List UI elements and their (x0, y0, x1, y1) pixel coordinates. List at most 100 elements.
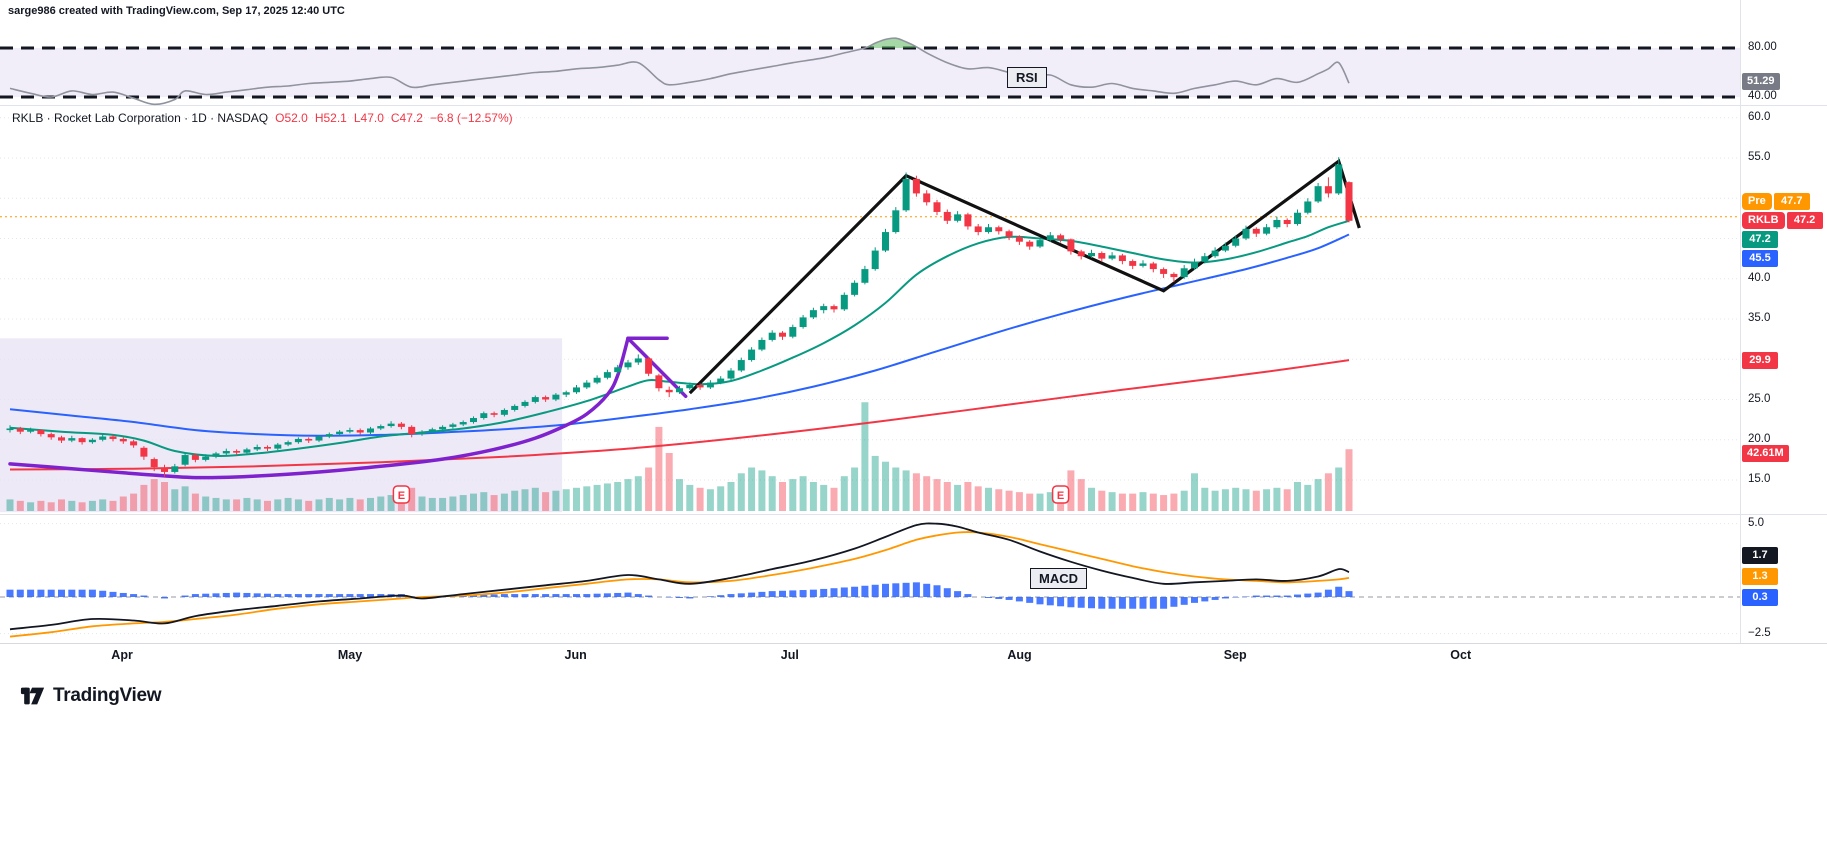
macd-histogram-bar (521, 594, 529, 597)
macd-histogram-bar (1335, 586, 1343, 597)
ohlc-close: C47.2 (390, 111, 423, 125)
rsi-band (0, 48, 1740, 97)
macd-histogram-bar (1273, 595, 1281, 597)
volume-bar (624, 479, 632, 511)
tradingview-logo[interactable] (20, 684, 46, 708)
tradingview-wordmark[interactable]: TradingView (53, 685, 162, 706)
candle-body (1108, 255, 1116, 259)
symbol-info[interactable]: RKLB · Rocket Lab Corporation · 1D · NAS… (12, 111, 513, 125)
volume-bar (933, 479, 941, 511)
candle-body (1057, 235, 1065, 240)
volume-bar (449, 496, 457, 511)
macd-histogram-bar (1015, 597, 1023, 602)
macd-label-box[interactable]: MACD (1030, 568, 1087, 589)
volume-bar (222, 499, 230, 511)
volume-bar (47, 502, 55, 511)
volume-bar (6, 499, 14, 511)
candle-body (748, 349, 756, 361)
macd-histogram-bar (593, 593, 601, 597)
candle-body (109, 436, 117, 439)
earnings-marker[interactable] (392, 485, 411, 504)
volume-bar (552, 490, 560, 511)
macd-histogram-bar (294, 594, 302, 597)
volume-bar (830, 487, 838, 511)
macd-value-badge: 1.7 (1742, 547, 1778, 564)
macd-histogram-bar (1098, 597, 1106, 609)
candle-body (356, 430, 364, 433)
volume-bar (1273, 487, 1281, 511)
volume-bar (1221, 489, 1229, 511)
macd-histogram-bar (140, 595, 148, 597)
volume-bar (274, 499, 282, 511)
earnings-marker[interactable] (1051, 485, 1070, 504)
rsi-label-box[interactable]: RSI (1007, 67, 1047, 88)
macd-histogram-bar (583, 594, 591, 597)
candle-body (1180, 268, 1188, 278)
candle-body (171, 466, 179, 472)
time-axis-label: Oct (1450, 648, 1472, 662)
candle-body (377, 426, 385, 429)
volume-bar (583, 486, 591, 511)
macd-signal-line (9, 531, 1350, 638)
macd-histogram-bar (1160, 597, 1168, 609)
candle-body (253, 446, 261, 450)
candle-body (16, 428, 24, 432)
macd-hist-value-badge-value: 0.3 (1742, 589, 1778, 606)
candle-body (686, 385, 694, 389)
volume-bar (1098, 490, 1106, 511)
price-scale-label: 25.0 (1748, 392, 1771, 405)
price-scale-label: 15.0 (1748, 473, 1771, 485)
macd-histogram-bar (58, 589, 65, 597)
candle-body (68, 438, 76, 441)
macd-histogram-bar (882, 583, 889, 597)
candle-body (851, 282, 859, 295)
macd-histogram-bar (470, 595, 477, 597)
volume-bar (439, 497, 447, 511)
volume-bar (758, 470, 766, 511)
candle-body (243, 449, 251, 453)
volume-bar (119, 496, 127, 511)
macd-histogram-bar (274, 594, 282, 597)
macd-histogram-bar (1026, 597, 1034, 603)
macd-histogram-bar (253, 593, 261, 597)
candle-body (325, 434, 333, 437)
price-scale-label: 5.0 (1748, 516, 1764, 529)
volume-bar (676, 479, 683, 511)
macd-histogram-bar (676, 597, 683, 598)
earnings-marker-label: E (1057, 490, 1064, 502)
volume-bar (294, 499, 302, 511)
candle-body (923, 193, 931, 203)
candle-body (902, 178, 910, 211)
purple-trendline (8, 336, 630, 480)
macd-histogram-bar (243, 592, 251, 597)
candle-body (789, 327, 797, 337)
volume-bar (212, 497, 220, 511)
macd-histogram-bar (315, 594, 323, 597)
logo-stem (24, 687, 30, 705)
price-scale-label: 55.0 (1748, 151, 1771, 163)
volume-bar (655, 426, 663, 511)
candle-body (861, 269, 869, 283)
macd-histogram-bar (99, 590, 107, 597)
volume-bar (1242, 489, 1250, 511)
volume-bar (1088, 487, 1095, 511)
macd-histogram-bar (573, 594, 580, 597)
macd-histogram-bar (346, 594, 354, 597)
candle-body (1036, 240, 1044, 247)
volume-bar (1304, 484, 1312, 511)
macd-histogram-bar (861, 585, 869, 597)
purple-zone (0, 338, 563, 513)
macd-histogram-bar (603, 593, 611, 597)
candle-body (985, 227, 992, 233)
volume-bar (336, 499, 344, 511)
volume-bar (840, 476, 848, 511)
candle-body (768, 332, 776, 340)
volume-bar (1077, 479, 1085, 511)
macd-histogram-bar (1201, 597, 1209, 602)
volume-bar (387, 495, 395, 511)
macd-histogram-bar (500, 594, 508, 597)
candle-body (954, 214, 962, 221)
candle-body (78, 438, 86, 443)
volume-bar (717, 486, 725, 511)
